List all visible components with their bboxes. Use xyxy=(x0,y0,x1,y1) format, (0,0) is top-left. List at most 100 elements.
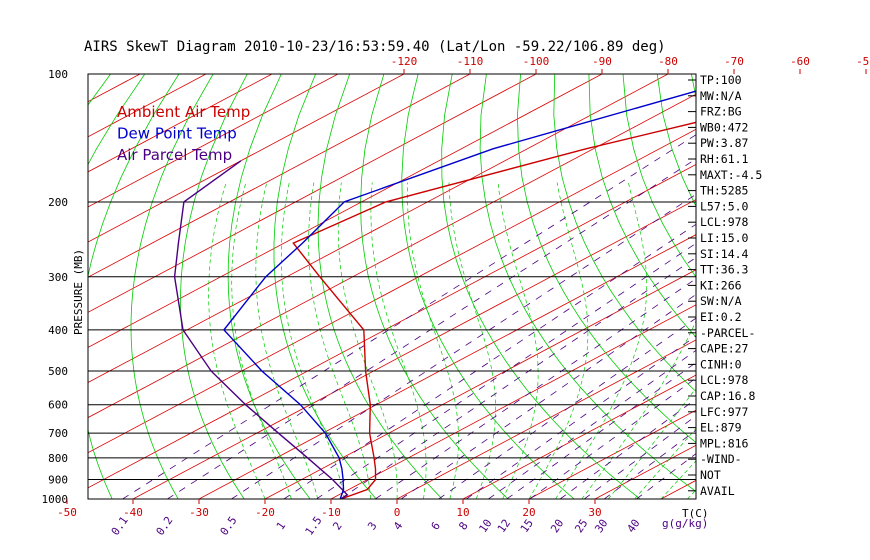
index-value: SI:14.4 xyxy=(700,247,749,261)
bottom-tick-label: -50 xyxy=(57,506,77,519)
dry-adiabat-line xyxy=(180,74,248,499)
pressure-tick-label: 100 xyxy=(48,68,68,81)
isotherm-line xyxy=(396,339,696,499)
index-value: TT:36.3 xyxy=(700,263,749,277)
moist-adiabat-line xyxy=(407,182,459,499)
isotherm-line xyxy=(330,304,696,499)
moist-adiabat-line xyxy=(231,182,292,499)
index-value: CAPE:27 xyxy=(700,342,749,356)
mixing-ratio-tick-label: 25 xyxy=(572,517,590,535)
chart-title: AIRS SkewT Diagram 2010-10-23/16:53:59.4… xyxy=(84,39,666,55)
index-value: EL:879 xyxy=(700,421,742,435)
index-value: NOT xyxy=(700,468,721,482)
index-value: L57:5.0 xyxy=(700,199,749,213)
sounding-curves xyxy=(173,90,696,499)
legend-dew-point-temp: Dew Point Temp xyxy=(117,125,237,143)
top-tick-label: -100 xyxy=(523,55,550,68)
bottom-tick-label: 10 xyxy=(456,506,469,519)
index-value: LFC:977 xyxy=(700,405,749,419)
dry-adiabat-line xyxy=(794,74,870,508)
mixing-ratio-line xyxy=(584,415,696,499)
dew-point-curve xyxy=(222,90,696,499)
bottom-tick-label: 0 xyxy=(394,506,401,519)
top-tick-label: -90 xyxy=(592,55,612,68)
isotherm-line xyxy=(88,163,696,489)
isotherm-line xyxy=(528,409,696,499)
moist-adiabat-line xyxy=(337,182,398,499)
index-value: PW:3.87 xyxy=(700,136,749,150)
dry-adiabat-line xyxy=(622,74,696,278)
dry-adiabat-line xyxy=(88,74,180,499)
pressure-tick-label: 800 xyxy=(48,452,68,465)
index-value: MW:N/A xyxy=(700,89,742,103)
pressure-axis: 100 200 300 400 500 600 700 800 900 1000 xyxy=(42,68,69,506)
dry-adiabat-line xyxy=(227,74,311,499)
dry-adiabat-line xyxy=(0,74,77,508)
mixing-ratio-tick-label: 12 xyxy=(495,517,513,535)
bottom-tick-label: -30 xyxy=(189,506,209,519)
pressure-tick-label: 1000 xyxy=(42,493,69,506)
top-tick-label: -120 xyxy=(391,55,418,68)
moist-adiabat-line xyxy=(370,182,427,499)
isotherm-line xyxy=(88,74,339,208)
index-value: -PARCEL- xyxy=(700,326,755,340)
index-value: TH:5285 xyxy=(700,184,748,198)
isotherm-line xyxy=(88,74,669,383)
index-value: LCL:978 xyxy=(700,215,749,229)
diagram-grid xyxy=(0,74,870,508)
legend-air-parcel-temp: Air Parcel Temp xyxy=(117,146,232,164)
isotherm-line xyxy=(88,74,603,348)
dry-adiabat-line xyxy=(88,74,111,106)
moist-adiabat-line xyxy=(255,182,319,499)
index-value: -WIND- xyxy=(700,452,742,466)
index-value: KI:266 xyxy=(700,278,742,292)
moist-adiabat-line xyxy=(660,460,696,499)
mixing-ratio-line xyxy=(283,223,696,499)
pressure-tick-label: 700 xyxy=(48,427,68,440)
parcel-temp-curve xyxy=(173,160,349,499)
isotherm-line xyxy=(88,93,696,419)
moist-adiabat-line xyxy=(280,182,345,499)
moist-adiabat-line xyxy=(581,319,696,499)
isotherm-line xyxy=(88,74,273,173)
dry-adiabat-line xyxy=(360,74,509,499)
pressure-tick-label: 600 xyxy=(48,399,68,412)
mixing-ratio-line xyxy=(438,317,696,499)
bottom-tick-label: -20 xyxy=(255,506,275,519)
index-value: MAXT:-4.5 xyxy=(700,168,762,182)
mixing-ratio-tick-label: 0.2 xyxy=(154,514,176,538)
bottom-tick-label: -10 xyxy=(321,506,341,519)
bottom-tick-label: 30 xyxy=(588,506,601,519)
dry-adiabat-line xyxy=(317,74,443,499)
top-tick-label: -80 xyxy=(658,55,678,68)
dry-adiabat-line xyxy=(516,74,696,444)
isotherm-line xyxy=(462,374,696,499)
mixing-ratio-tick-label: 40 xyxy=(624,517,642,535)
top-temperature-axis: -120-110-100-90-80-70-60-50-40 xyxy=(391,55,870,74)
mixing-ratio-line xyxy=(231,193,696,499)
dry-adiabat-line xyxy=(0,74,42,508)
index-value: AVAIL xyxy=(700,484,735,498)
isotherm-line xyxy=(660,479,696,499)
index-value: RH:61.1 xyxy=(700,152,749,166)
legend: Ambient Air Temp Dew Point Temp Air Parcel… xyxy=(117,103,250,164)
top-tick-label: -70 xyxy=(724,55,744,68)
moist-adiabat-line xyxy=(448,182,496,499)
top-tick-label: -50 xyxy=(856,55,870,68)
index-value: TP:100 xyxy=(700,73,742,87)
moist-adiabat-line xyxy=(208,182,266,499)
isotherm-line xyxy=(264,269,696,499)
mixing-ratio-line xyxy=(316,242,696,499)
pressure-tick-label: 300 xyxy=(48,271,68,284)
index-value: LI:15.0 xyxy=(700,231,749,245)
pressure-tick-label: 200 xyxy=(48,196,68,209)
isotherm-line xyxy=(88,74,537,313)
dry-adiabat-line xyxy=(828,74,870,508)
index-value: SW:N/A xyxy=(700,294,742,308)
mixing-ratio-line xyxy=(167,158,696,499)
isobar-lines xyxy=(88,201,696,481)
moist-adiabat-line xyxy=(497,182,539,499)
isotherm-line xyxy=(198,234,696,499)
pressure-tick-label: 900 xyxy=(48,474,68,487)
dry-adiabat-line xyxy=(760,74,870,508)
